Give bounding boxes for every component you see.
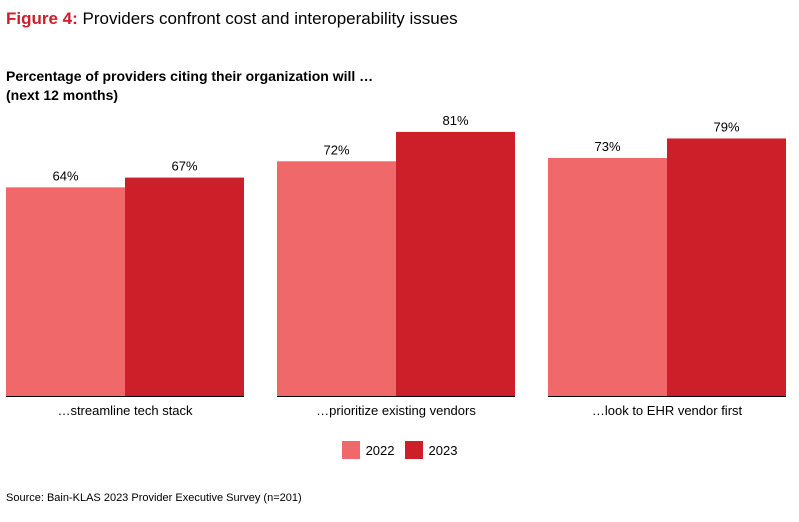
bar-2023-1 bbox=[396, 131, 515, 396]
category-label-0: …streamline tech stack bbox=[57, 403, 193, 418]
bar-2022-2 bbox=[548, 158, 667, 396]
legend-label-2022: 2022 bbox=[365, 442, 395, 458]
legend-swatch-2023 bbox=[404, 441, 423, 459]
data-label-2022-2: 73% bbox=[594, 139, 620, 154]
chart-heading-line2: (next 12 months) bbox=[6, 87, 119, 103]
source-note: Source: Bain-KLAS 2023 Provider Executiv… bbox=[6, 492, 302, 504]
data-label-2023-2: 79% bbox=[713, 119, 739, 134]
chart-heading-line1: Percentage of providers citing their org… bbox=[6, 68, 374, 84]
bar-2023-0 bbox=[125, 177, 244, 396]
figure-title: Figure 4: Providers confront cost and in… bbox=[6, 9, 458, 29]
bar-2023-2 bbox=[667, 138, 786, 396]
category-label-2: …look to EHR vendor first bbox=[592, 403, 743, 418]
figure-title-text: Providers confront cost and interoperabi… bbox=[82, 9, 458, 28]
legend-item-2022: 2022 bbox=[341, 441, 395, 459]
bar-2022-1 bbox=[277, 161, 396, 396]
legend-label-2023: 2023 bbox=[428, 442, 458, 458]
category-label-1: …prioritize existing vendors bbox=[316, 403, 476, 418]
bar-2022-0 bbox=[6, 187, 125, 396]
data-label-2022-0: 64% bbox=[52, 168, 78, 183]
figure-label: Figure 4: bbox=[6, 9, 78, 28]
chart-heading: Percentage of providers citing their org… bbox=[6, 67, 373, 105]
data-label-2023-1: 81% bbox=[442, 113, 468, 128]
data-label-2022-1: 72% bbox=[323, 142, 349, 157]
legend-swatch-2022 bbox=[341, 441, 360, 459]
legend: 2022 2023 bbox=[0, 441, 799, 459]
data-label-2023-0: 67% bbox=[171, 159, 197, 174]
legend-item-2023: 2023 bbox=[404, 441, 458, 459]
